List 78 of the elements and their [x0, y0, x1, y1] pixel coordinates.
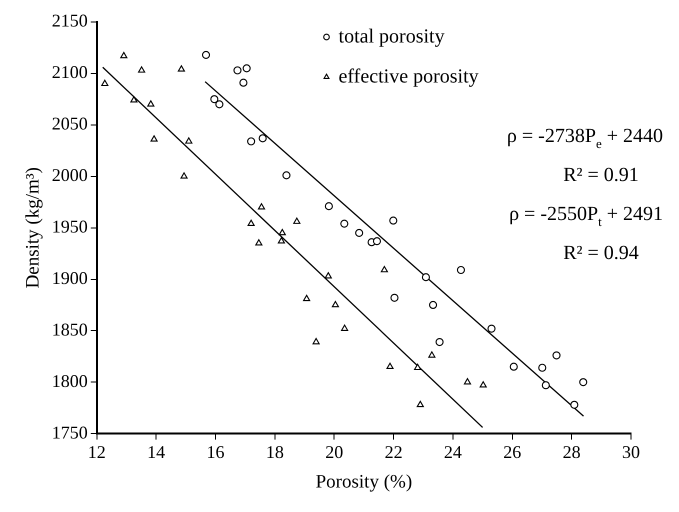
point [293, 218, 300, 224]
point [332, 300, 339, 308]
x-tick-label: 20 [325, 442, 344, 462]
point [380, 266, 388, 272]
point [202, 50, 210, 59]
x-tick-label: 18 [266, 442, 284, 462]
point [282, 171, 290, 180]
point [258, 203, 266, 210]
point [233, 66, 242, 74]
annotation: R² = 0.91 [563, 164, 639, 186]
point [215, 100, 224, 108]
point [180, 172, 188, 179]
point [147, 100, 154, 107]
y-tick-label: 1850 [52, 319, 88, 340]
y-tick-label: 1750 [52, 422, 88, 442]
x-tick-label: 12 [88, 442, 106, 462]
legend-label: total porosity [338, 25, 445, 48]
point [150, 135, 158, 142]
point [324, 272, 332, 278]
y-tick-label: 1900 [52, 268, 88, 288]
point [210, 95, 218, 104]
y-tick-label: 2050 [52, 114, 88, 134]
x-tick-label: 22 [384, 442, 403, 462]
point [480, 381, 487, 388]
point [312, 338, 320, 344]
x-tick-label: 26 [503, 442, 522, 462]
point [248, 220, 255, 226]
point [138, 66, 146, 73]
x-tick-label: 14 [147, 442, 166, 462]
point [552, 351, 561, 360]
x-tick-label: 24 [444, 442, 462, 462]
point [428, 351, 436, 358]
point [422, 273, 430, 282]
point [414, 364, 422, 370]
point [386, 362, 394, 370]
point [255, 239, 262, 246]
legend-label: effective porosity [338, 65, 479, 88]
point [416, 400, 424, 408]
point [341, 324, 348, 331]
x-tick-label: 16 [206, 442, 225, 462]
point [178, 65, 185, 72]
y-tick-label: 2000 [52, 165, 88, 186]
point [579, 378, 588, 386]
x-tick-label: 28 [562, 442, 581, 462]
point [429, 300, 438, 310]
point [538, 364, 546, 372]
point [456, 266, 465, 274]
x-axis-title: Porosity (%) [316, 472, 412, 493]
point [185, 137, 192, 144]
point [278, 237, 285, 244]
y-tick-label: 2150 [52, 10, 88, 31]
y-tick-label: 1800 [52, 370, 88, 391]
point [242, 64, 251, 72]
x-tick-label: 30 [622, 442, 640, 462]
point [130, 96, 138, 103]
point [570, 400, 578, 409]
point [303, 294, 310, 302]
point [390, 294, 399, 302]
point [239, 78, 248, 87]
point [464, 378, 472, 384]
point [542, 381, 550, 390]
point [101, 80, 108, 86]
point [278, 228, 286, 236]
point [247, 137, 256, 146]
point [324, 202, 333, 210]
point [389, 216, 398, 225]
y-axis-title: Density (kg/m³) [22, 167, 44, 288]
y-tick-label: 2100 [52, 62, 88, 82]
y-tick-label: 1950 [52, 216, 88, 237]
point [487, 324, 496, 333]
annotation: R² = 0.94 [563, 242, 639, 264]
point [372, 237, 382, 246]
point [510, 362, 518, 371]
point [355, 228, 364, 237]
point [340, 220, 348, 228]
point [120, 52, 128, 58]
point [258, 134, 267, 142]
point [436, 338, 444, 346]
